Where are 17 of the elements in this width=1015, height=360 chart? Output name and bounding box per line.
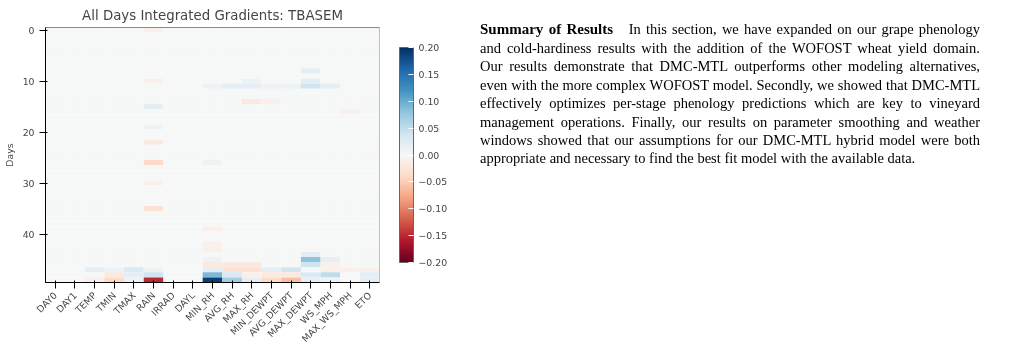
y-tick-label: 20 [22, 126, 35, 138]
color-bar-label: 0.20 [418, 42, 440, 53]
y-tick-label: 0 [28, 24, 35, 36]
color-bar-label: −0.10 [418, 203, 448, 215]
text: Summary of Results [480, 21, 614, 37]
y-tick-label: 10 [22, 75, 35, 87]
chart-title: All Days Integrated Gradients: TBASEM [82, 7, 343, 23]
color-bar-label: 0.10 [418, 95, 440, 107]
color-bar-label: −0.15 [418, 230, 448, 242]
y-axis-title: Days [3, 143, 15, 167]
color-bar-label: −0.05 [418, 176, 448, 188]
y-tick-label: 30 [22, 177, 35, 189]
color-bar-label: 0.15 [418, 68, 440, 80]
color-bar-label: 0.00 [418, 149, 440, 161]
color-bar-label: 0.05 [418, 122, 440, 134]
y-tick-label: 40 [22, 228, 35, 240]
color-bar-label: −0.20 [418, 257, 448, 268]
